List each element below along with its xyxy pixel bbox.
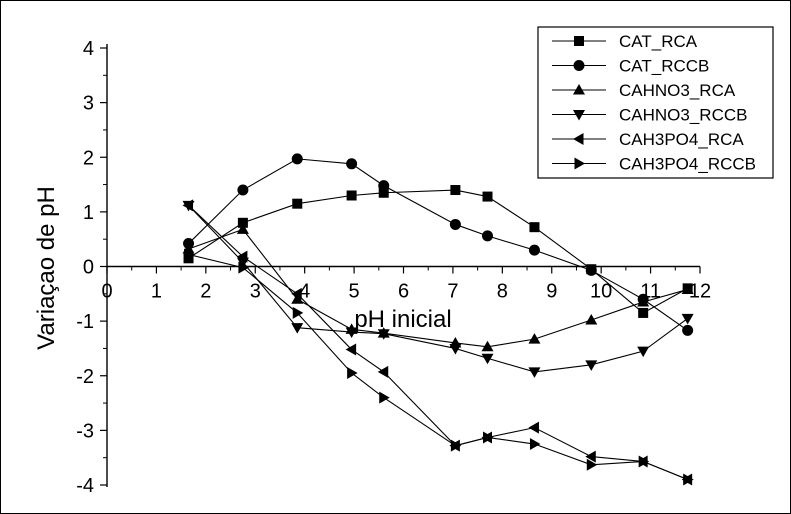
data-point [292,306,304,319]
y-tick-label: 3 [83,93,94,115]
data-point [586,458,598,471]
data-point [291,293,304,304]
legend-marker [574,36,584,46]
legend-marker [573,84,585,95]
data-point [378,187,389,198]
x-tick-label: 4 [299,281,310,303]
data-point [291,323,304,334]
data-point [378,180,390,192]
data-point [638,455,650,468]
legend-label: CAT_RCA [619,32,698,51]
x-tick-label: 1 [151,281,162,303]
legend-marker [574,157,585,170]
data-point [585,264,597,276]
data-point [528,367,541,378]
data-point [529,222,540,233]
data-point [292,198,303,209]
x-tick-label: 5 [349,281,360,303]
y-tick-label: 4 [83,38,94,60]
data-point [585,314,598,325]
y-tick-label: -1 [76,311,94,333]
x-tick-label: 9 [546,281,557,303]
x-tick-label: 8 [497,281,508,303]
data-point [529,438,541,451]
data-point [481,353,494,365]
data-point [183,253,194,264]
y-axis-label: Variaçao de pH [33,186,60,350]
series-cah3po4-rccb [184,248,694,486]
data-point [585,450,596,463]
series-line [188,204,688,481]
data-point [637,296,650,307]
y-tick-label: -4 [76,475,94,497]
series-line [188,189,688,314]
data-point [379,391,390,404]
data-point [345,327,358,339]
data-point [450,185,461,196]
data-point [236,223,249,234]
data-point [482,230,494,242]
data-point [683,473,694,486]
x-tick-label: 6 [398,281,409,303]
legend-label: CAH3PO4_RCCB [619,155,756,174]
data-point [638,307,649,318]
x-tick-label: 12 [689,281,711,303]
series-line [188,204,688,373]
data-point [377,329,390,340]
data-point [182,199,194,212]
data-point [237,217,248,228]
y-tick-label: -2 [76,366,94,388]
series-cah3po4-rca [182,199,693,486]
data-point [345,343,357,356]
x-tick-label: 2 [200,281,211,303]
data-point [483,431,494,444]
x-tick-label: 3 [250,281,261,303]
legend-label: CAHNO3_RCA [619,81,736,100]
data-point [238,261,249,274]
x-tick-label: 10 [590,281,612,303]
legend-marker [573,110,585,121]
series-line [188,253,688,481]
data-point [528,244,540,256]
y-tick-label: 0 [83,257,94,279]
data-point [291,153,303,165]
data-point [377,365,389,378]
data-point [482,191,493,202]
legend-box [537,26,774,179]
data-point [346,190,357,201]
data-point [184,248,195,261]
y-tick-label: 1 [83,202,94,224]
y-tick-label: 2 [83,147,94,169]
x-tick-label: 7 [447,281,458,303]
data-point [481,340,494,352]
series-line [188,158,688,331]
data-point [450,439,462,452]
data-point [346,158,358,170]
data-point [347,367,358,380]
data-point [291,287,302,300]
legend-label: CAH3PO4_RCA [619,130,744,149]
data-point [449,218,461,230]
data-point [528,421,539,434]
data-point [637,346,650,358]
series-layer [182,153,694,486]
legend-marker [573,133,584,145]
data-point [682,324,694,336]
data-point [681,313,694,325]
legend-marker [573,60,585,71]
legend-label: CAT_RCCB [619,57,709,76]
data-point [236,250,248,263]
data-point [681,283,694,294]
data-point [585,360,598,371]
data-point [528,333,541,344]
legend: CAT_RCA CAT_RCCB CAHNO3_RCA CAHNO3_RCCB CAH3… [537,26,774,179]
data-point [237,184,249,196]
legend-label: CAHNO3_RCCB [619,106,747,125]
data-point [449,343,462,355]
x-axis-label: pH inicial [354,306,451,333]
series-cat-rccb [183,153,694,336]
y-tick-label: -3 [76,420,94,442]
x-tick-label: 0 [101,281,112,303]
